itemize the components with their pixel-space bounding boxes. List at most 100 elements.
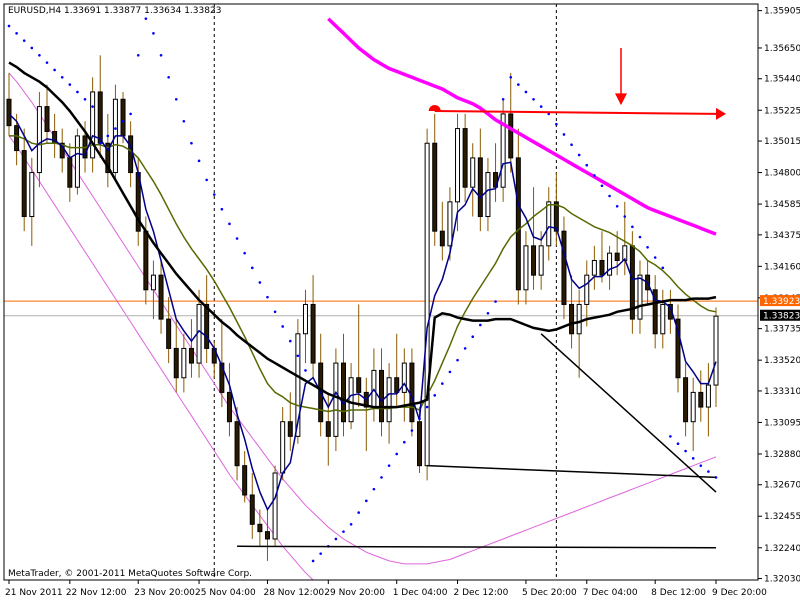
sar-dot [91,105,94,108]
sar-dot [68,83,72,86]
candle-bull [485,172,491,218]
candle-bull [272,472,278,540]
candle-bear [553,201,559,232]
candle-bull [401,362,407,393]
chart-footer: MetaTrader, © 2001-2011 MetaQuotes Softw… [8,569,252,579]
sar-dot [418,417,421,421]
y-tick-label: 1.35225 [764,106,800,116]
candle-bear [158,274,164,320]
trendline [237,545,717,549]
candle-bull [386,377,392,423]
candle-bear [219,362,225,393]
sar-dot [76,90,79,94]
y-tick-label: 1.32030 [764,575,800,585]
resistance-start-marker [428,104,441,111]
sar-dot [53,68,56,72]
sar-dot [433,394,437,397]
y-tick-label: 1.33095 [764,418,800,428]
x-tick-label: 25 Nov 04:00 [195,588,256,598]
sar-dot [707,470,710,473]
candle-bear [226,391,232,423]
candle-bull [302,303,308,335]
sar-dot [524,90,528,94]
sar-dot [15,32,18,35]
plot-layer [4,4,758,581]
candle-bull [29,172,35,218]
sar-dot [114,127,117,130]
price-label-box [760,295,800,307]
sar-dot [212,193,216,196]
sar-dot [273,310,277,314]
sar-dot [395,452,399,456]
sar-dot [152,32,155,35]
candle-bear [105,142,111,174]
candle-bear [325,421,331,437]
annotation-arrow-head [615,93,627,106]
sar-dot [547,112,551,116]
sar-dot [349,523,353,526]
sar-dot [190,141,193,145]
candle-bear [143,230,149,291]
sar-dot [296,354,300,358]
x-tick-label: 28 Nov 12:00 [263,588,324,598]
sar-dot [106,134,110,138]
sar-dot [593,174,596,177]
sar-dot [159,53,163,57]
candle-bull [523,245,529,291]
sma-magenta-line [327,17,717,236]
sar-dot [334,537,338,541]
candle-bear [6,98,12,127]
price-label: 1.33823 [763,312,800,322]
sar-dot [501,97,505,101]
sar-dot [387,464,391,467]
sar-dot [144,17,148,20]
candle-bull [348,377,354,423]
sar-dot [83,97,87,101]
x-tick-label: 22 Nov 12:00 [66,588,127,598]
candle-bear [120,98,126,137]
sar-dot [342,530,345,533]
candle-bear [698,391,704,408]
sar-dot [699,464,703,467]
x-tick-label: 21 Nov 2011 [5,588,63,598]
sar-dot [7,24,11,28]
chart-header: EURUSD,H4 1.33691 1.33877 1.33634 1.3382… [8,6,221,16]
ma-blue-line [8,113,717,512]
sar-dot [281,325,284,328]
sar-dot [60,75,64,79]
sar-dot [243,251,246,255]
candle-bear [310,303,316,364]
sar-dot [365,499,368,503]
sar-dot [471,335,475,339]
x-tick-label: 8 Dec 12:00 [651,588,706,598]
candle-bull [546,201,552,247]
price-label: 1.33923 [763,297,800,307]
sar-dot [250,266,254,270]
sar-dot [425,405,429,409]
sar-dot [562,133,566,136]
sar-dot [494,300,497,303]
candle-bull [36,106,42,174]
candle-bear [340,362,346,423]
candle-bull [280,421,286,474]
candle-bear [515,157,521,291]
sar-dot [631,225,634,229]
sar-dot [22,39,26,42]
candle-bull [295,333,301,437]
candle-bear [683,377,689,423]
y-tick-label: 1.32880 [764,450,800,460]
sar-dot [676,442,680,445]
sar-dot [653,256,657,259]
candle-bull [500,113,506,188]
candle-bull [637,274,643,320]
candle-bear [394,377,400,393]
candle-bear [508,113,514,159]
candle-bull [584,274,590,305]
sar-dot [691,457,695,460]
sar-dot [441,382,444,385]
x-tick-label: 1 Dec 04:00 [393,588,448,598]
plot-frame [3,3,759,581]
sar-dot [517,83,520,86]
